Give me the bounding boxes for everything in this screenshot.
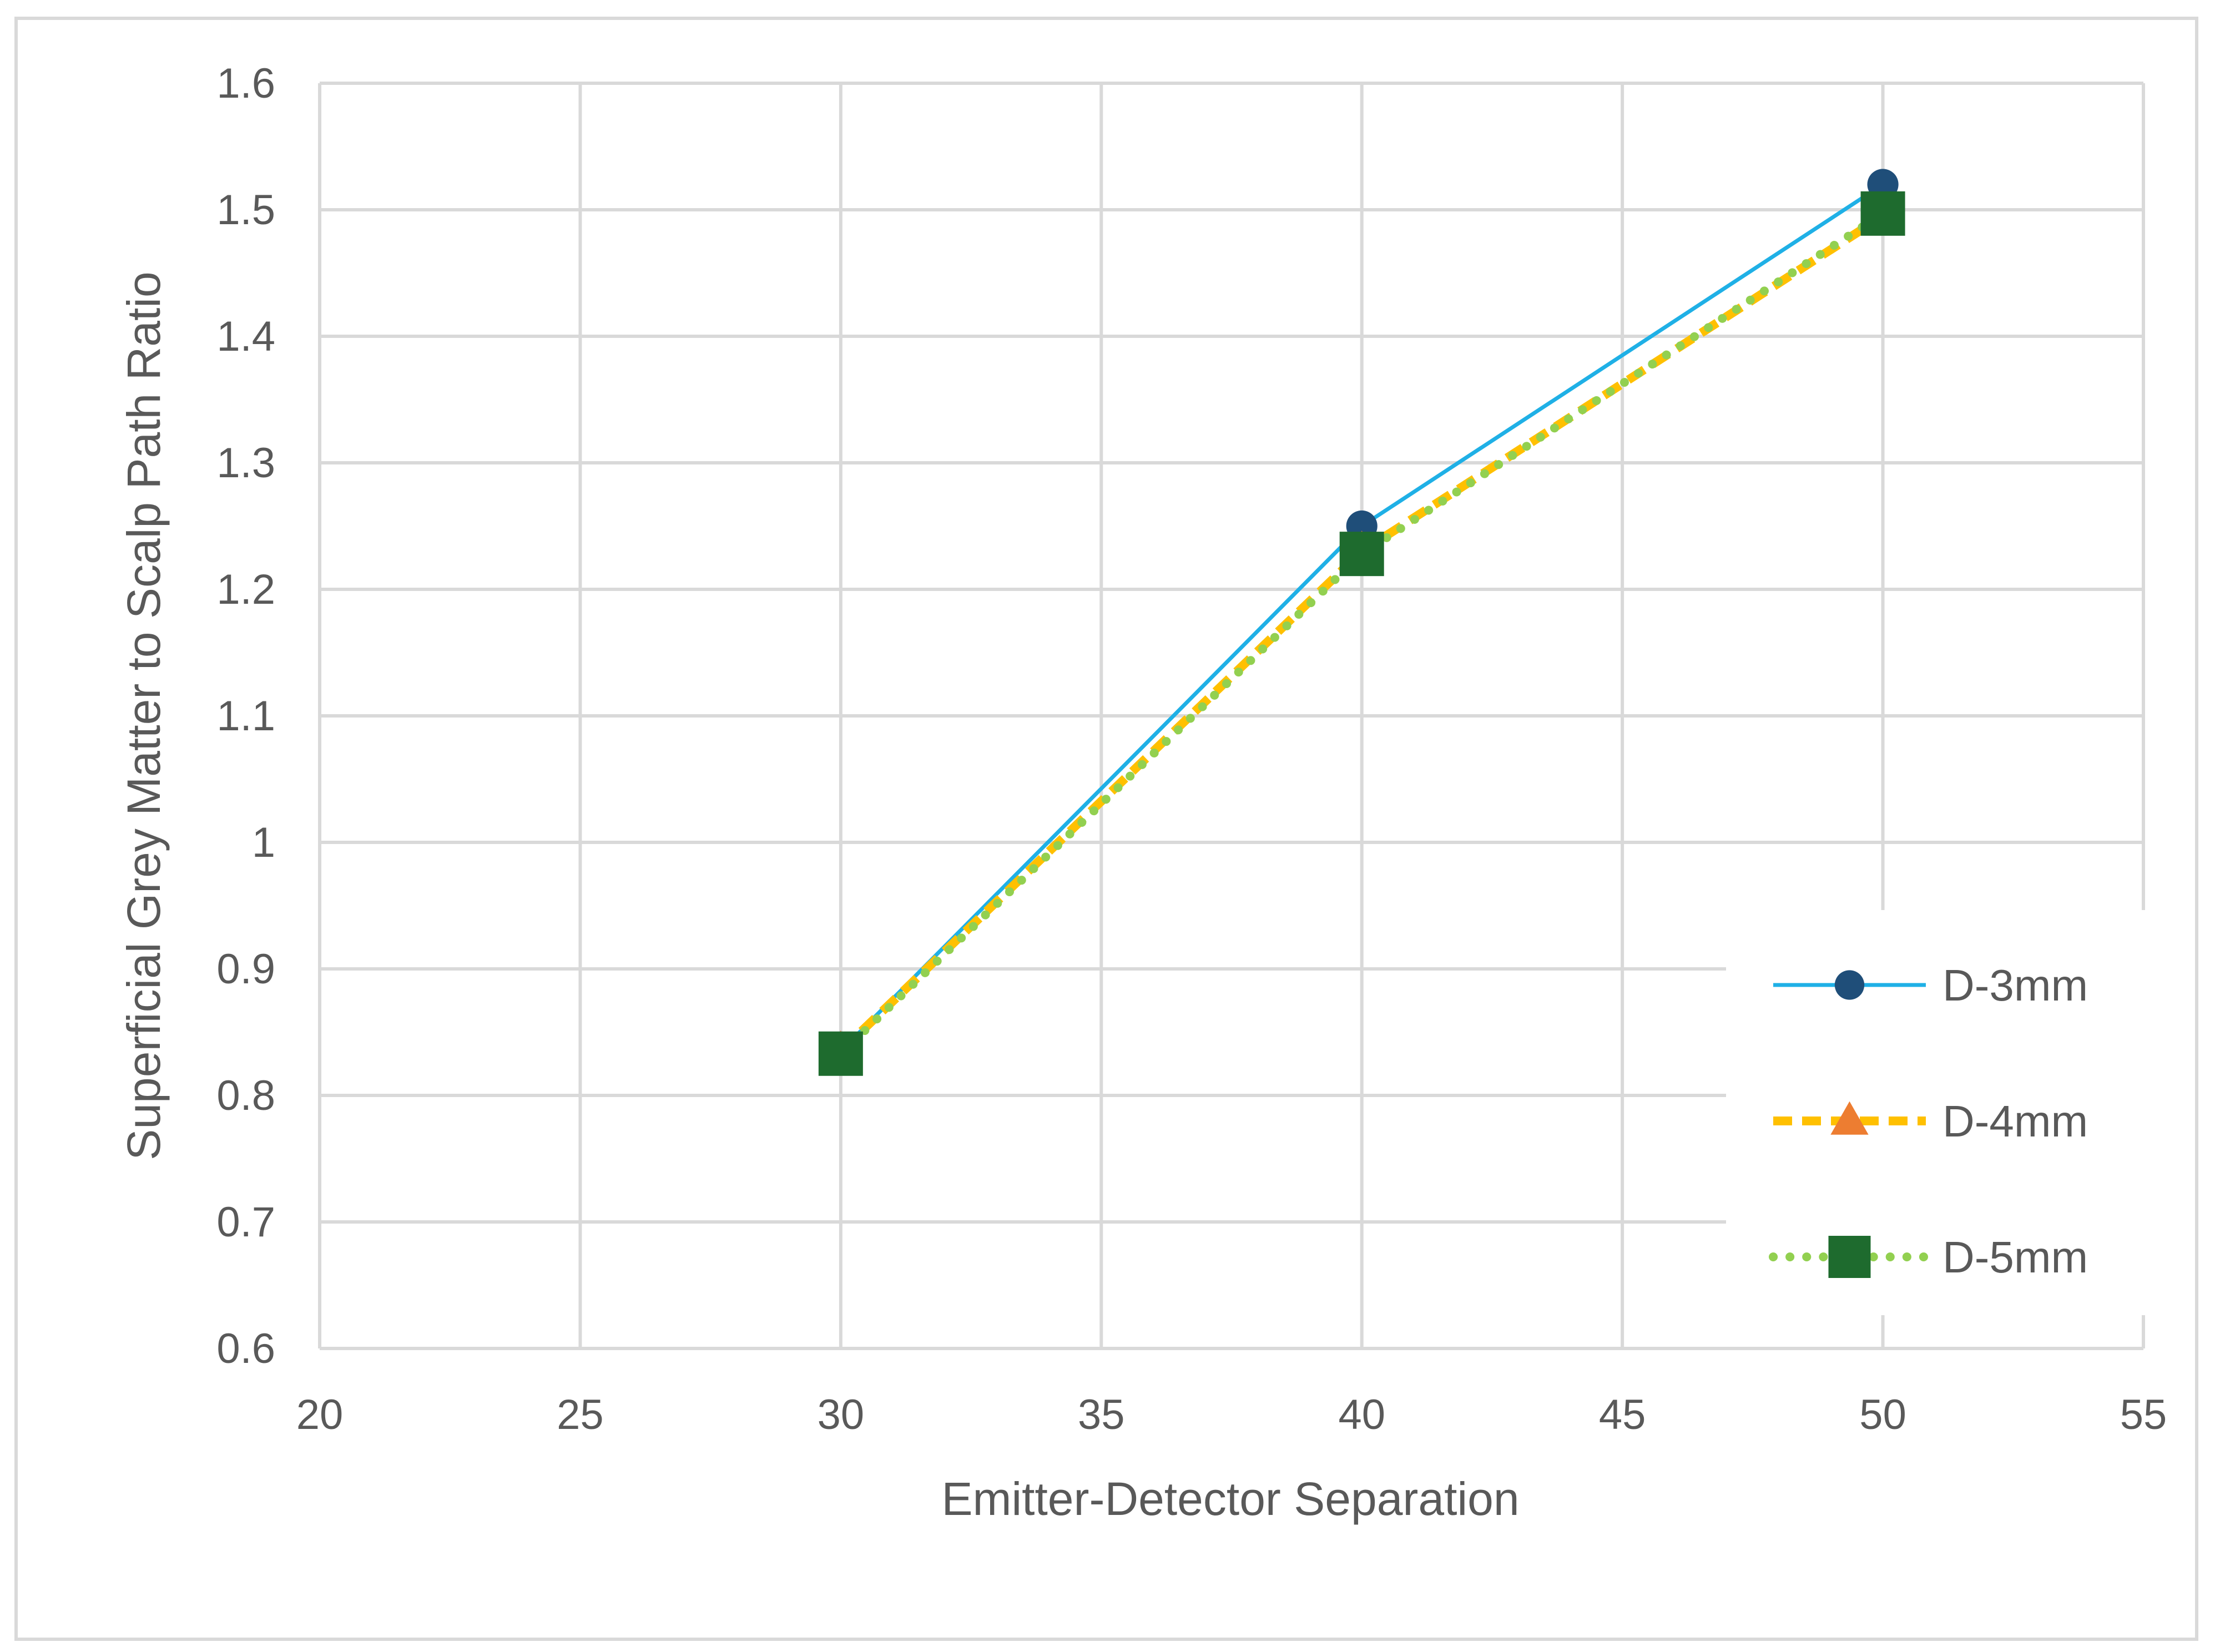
legend-background bbox=[1726, 910, 2148, 1315]
x-tick-label: 30 bbox=[818, 1391, 865, 1438]
y-axis-title: Superficial Grey Matter to Scalp Path Ra… bbox=[118, 271, 170, 1160]
legend-swatch-marker bbox=[1834, 970, 1865, 1000]
y-tick-label: 1.5 bbox=[216, 186, 275, 234]
legend-swatch-marker bbox=[1828, 1236, 1871, 1278]
y-tick-label: 0.7 bbox=[216, 1199, 275, 1246]
marker-D-5mm bbox=[818, 1031, 863, 1076]
y-tick-label: 1.6 bbox=[216, 60, 275, 107]
y-tick-label: 1.1 bbox=[216, 693, 275, 740]
legend-label: D-3mm bbox=[1942, 961, 2088, 1010]
y-tick-label: 0.8 bbox=[216, 1072, 275, 1119]
x-tick-label: 50 bbox=[1859, 1391, 1906, 1438]
x-tick-label: 55 bbox=[2120, 1391, 2167, 1438]
y-tick-label: 1 bbox=[252, 819, 275, 866]
legend-label: D-4mm bbox=[1942, 1097, 2088, 1146]
series-markers bbox=[818, 169, 1905, 1076]
x-tick-label: 35 bbox=[1078, 1391, 1125, 1438]
legend-label: D-5mm bbox=[1942, 1232, 2088, 1282]
legend-swatch-marker bbox=[1830, 1101, 1869, 1135]
chart-frame bbox=[14, 17, 2198, 1641]
x-tick-label: 45 bbox=[1599, 1391, 1646, 1438]
x-axis-title: Emitter-Detector Separation bbox=[941, 1473, 1519, 1525]
x-tick-label: 40 bbox=[1338, 1391, 1385, 1438]
y-tick-labels: 0.6 0.7 0.8 0.9 1 1.1 1.2 1.3 1.4 1.5 1.6 bbox=[216, 60, 275, 1372]
legend-item-D-3mm: D-3mm bbox=[1773, 961, 2088, 1010]
marker-D-5mm bbox=[1339, 532, 1384, 577]
marker-D-5mm bbox=[1860, 191, 1905, 236]
legend-item-D-4mm: D-4mm bbox=[1773, 1097, 2088, 1146]
y-tick-label: 1.2 bbox=[216, 566, 275, 613]
y-tick-label: 0.6 bbox=[216, 1325, 275, 1372]
x-tick-labels: 20 25 30 35 40 45 50 55 bbox=[296, 1391, 2167, 1438]
x-tick-label: 25 bbox=[557, 1391, 604, 1438]
y-tick-label: 1.4 bbox=[216, 313, 275, 360]
legend: D-3mm D-4mm D-5mm bbox=[1726, 910, 2148, 1315]
y-tick-label: 0.9 bbox=[216, 946, 275, 993]
x-tick-label: 20 bbox=[296, 1391, 344, 1438]
legend-item-D-5mm: D-5mm bbox=[1769, 1232, 2088, 1282]
y-tick-label: 1.3 bbox=[216, 439, 275, 487]
